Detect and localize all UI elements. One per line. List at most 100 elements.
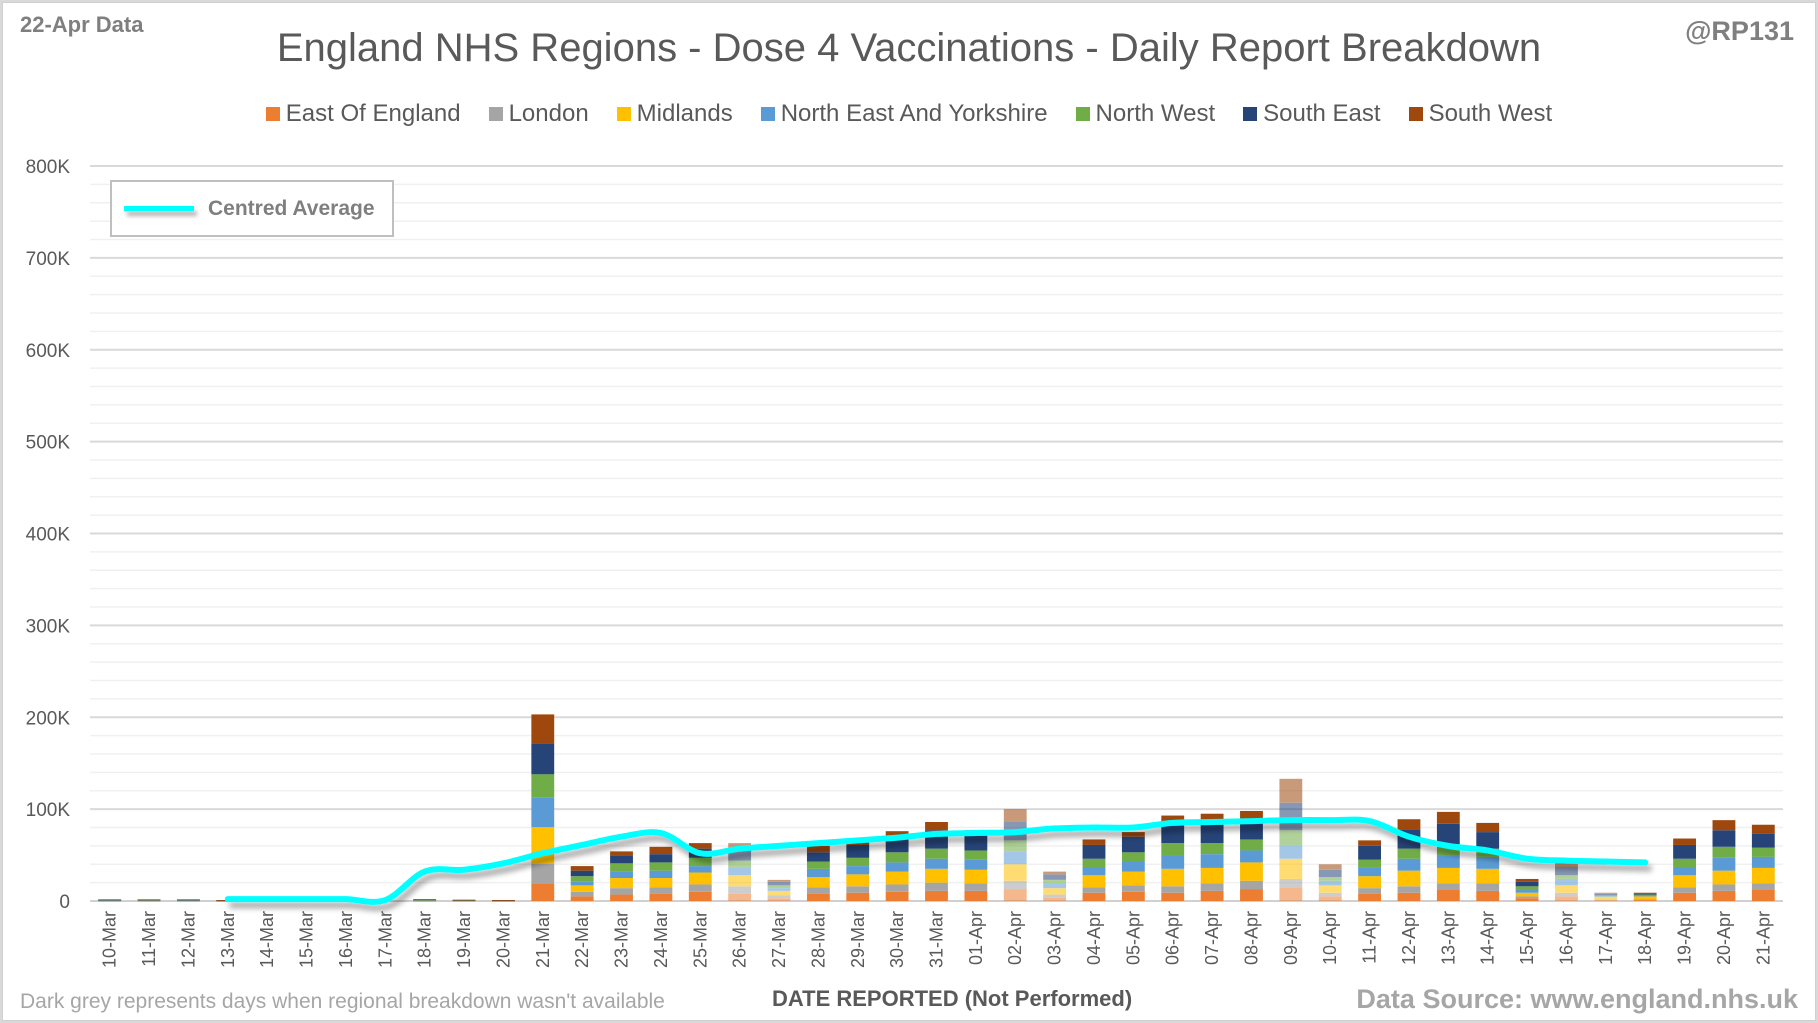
bar-stack: [98, 899, 122, 902]
bar-segment: [1318, 864, 1342, 870]
bar-segment: [1751, 867, 1775, 884]
bar-segment: [1515, 878, 1539, 882]
bar-segment: [649, 893, 673, 901]
x-tick-label: 20-Apr: [1714, 911, 1734, 965]
bar-segment: [1594, 893, 1618, 896]
bar-segment: [1318, 869, 1342, 878]
bar-segment: [1476, 856, 1500, 869]
bar-segment: [1003, 880, 1027, 890]
bar-segment: [885, 852, 909, 863]
bar-segment: [1279, 778, 1303, 803]
legend-swatch-icon: [760, 107, 775, 121]
centred-average-line-group: [224, 816, 1649, 905]
x-tick-label: 18-Apr: [1635, 911, 1655, 965]
bar-segment: [728, 860, 752, 868]
bar-stack: [413, 899, 437, 902]
bar-segment: [1712, 884, 1736, 891]
x-tick-label: 20-Mar: [493, 911, 513, 968]
x-tick-label: 08-Apr: [1241, 911, 1261, 965]
bar-segment: [1318, 896, 1342, 901]
bar-segment: [925, 821, 948, 831]
bar-stack: [649, 846, 673, 901]
bar-segment: [1633, 896, 1657, 900]
bar-segment: [1121, 885, 1145, 892]
bar-segment: [846, 886, 870, 893]
bar-segment: [806, 852, 830, 862]
x-tick-label: 04-Apr: [1084, 911, 1104, 965]
bar-segment: [925, 858, 948, 869]
bar-segment: [1476, 890, 1500, 901]
bar-segment: [1555, 892, 1578, 897]
x-tick-label: 01-Apr: [966, 911, 986, 965]
bar-segment: [964, 869, 988, 884]
bar-segment: [1121, 832, 1145, 837]
bar-stack: [570, 866, 594, 901]
bar-segment: [1082, 875, 1106, 888]
bar-segment: [1515, 889, 1539, 893]
centred-average-line: [224, 816, 1649, 905]
bar-segment: [452, 899, 476, 901]
bar-segment: [1318, 877, 1342, 881]
x-tick-label: 02-Apr: [1005, 911, 1025, 965]
bar-segment: [1200, 843, 1224, 855]
bar-segment: [1436, 823, 1460, 845]
bar-segment: [767, 885, 791, 889]
bar-segment: [1003, 840, 1027, 852]
bar-segment: [688, 884, 712, 892]
bar-stack: [1003, 809, 1027, 901]
bar-stack: [1318, 864, 1342, 901]
bar-segment: [806, 877, 830, 888]
bar-segment: [846, 866, 870, 875]
legend-swatch-icon: [1408, 107, 1423, 121]
bar-segment: [1161, 855, 1185, 869]
bar-stack: [964, 830, 988, 901]
bar-segment: [531, 714, 555, 744]
bar-segment: [1712, 890, 1736, 901]
bar-segment: [1436, 855, 1460, 868]
bar-segment: [1082, 858, 1106, 868]
bar-segment: [1397, 870, 1421, 887]
bar-segment: [1436, 844, 1460, 856]
bar-stack: [806, 845, 830, 901]
x-tick-label: 15-Apr: [1517, 911, 1537, 965]
bar-segment: [1121, 852, 1145, 862]
x-tick-label: 06-Apr: [1163, 911, 1183, 965]
bar-stack: [491, 900, 515, 902]
bar-segment: [1358, 893, 1382, 901]
bar-stack: [1200, 813, 1224, 901]
bar-segment: [1318, 880, 1342, 886]
line-legend: Centred Average: [110, 180, 394, 237]
bar-segment: [570, 891, 594, 897]
bar-stack: [1673, 838, 1696, 901]
x-tick-label: 24-Mar: [651, 911, 671, 968]
bar-segment: [1515, 886, 1539, 890]
bar-segment: [1318, 892, 1342, 897]
x-tick-label: 03-Apr: [1045, 911, 1065, 965]
bar-stack: [1476, 822, 1500, 901]
bar-segment: [1043, 871, 1067, 875]
bar-segment: [1397, 892, 1421, 901]
bar-segment: [846, 892, 870, 901]
x-tick-label: 11-Apr: [1360, 911, 1380, 964]
bar-segment: [846, 844, 870, 858]
legend-label: South West: [1428, 100, 1553, 127]
bar-segment: [1082, 844, 1106, 859]
bar-segment: [1633, 893, 1657, 895]
bar-segment: [649, 854, 673, 863]
bar-stack: [1082, 839, 1106, 901]
bar-segment: [964, 850, 988, 860]
y-tick-label: 700K: [26, 249, 71, 270]
x-tick-label: 12-Mar: [178, 911, 198, 968]
x-tick-label: 19-Mar: [454, 911, 474, 968]
bar-segment: [1673, 844, 1696, 859]
bar-segment: [1673, 867, 1696, 876]
x-tick-label: 17-Mar: [375, 911, 395, 968]
bar-segment: [1043, 894, 1067, 898]
legend-item: South West: [1408, 100, 1553, 128]
bar-segment: [1003, 809, 1027, 822]
bar-segment: [531, 827, 555, 864]
bar-segment: [1712, 857, 1736, 871]
x-tick-label: 14-Mar: [257, 911, 277, 968]
bar-segment: [1121, 871, 1145, 886]
